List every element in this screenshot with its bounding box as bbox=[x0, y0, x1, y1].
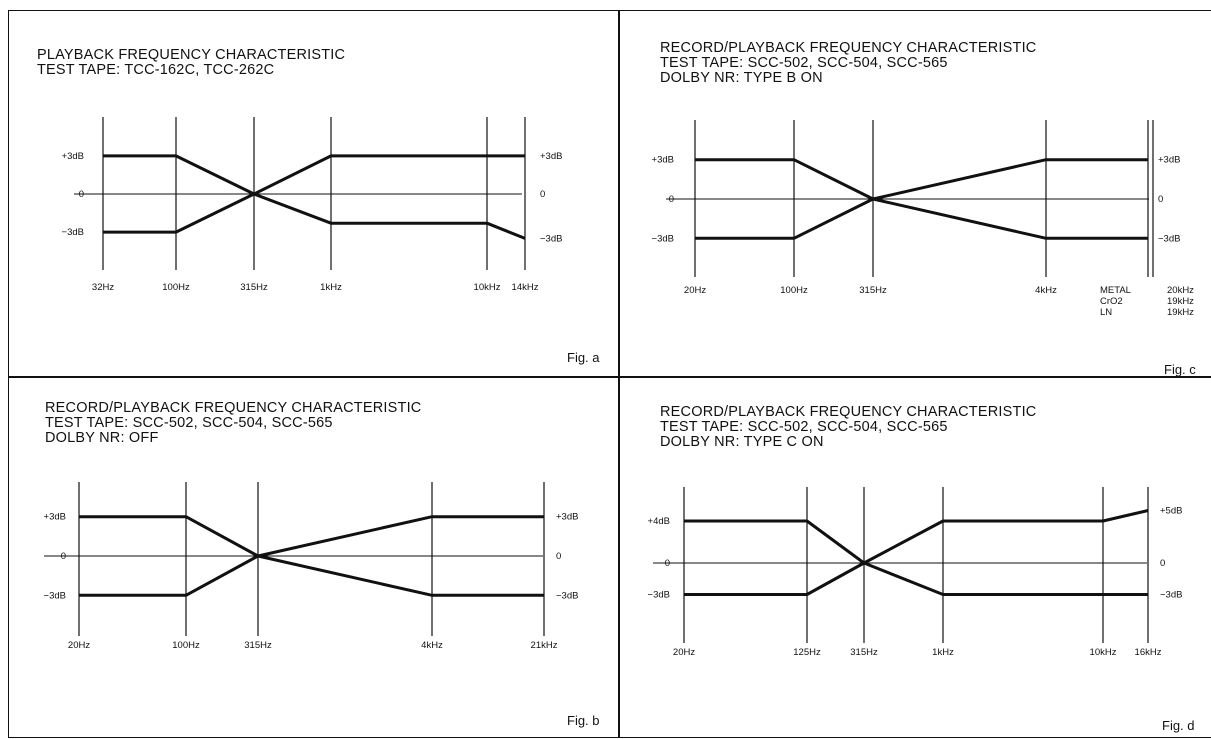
lower-tolerance-curve bbox=[695, 197, 1148, 240]
left-db-label: +3dB bbox=[44, 512, 66, 523]
right-db-label: 0 bbox=[556, 551, 561, 562]
right-db-label: −3dB bbox=[556, 590, 578, 601]
frequency-tick-label: 315Hz bbox=[859, 285, 887, 296]
frequency-tick-label: 315Hz bbox=[244, 640, 272, 651]
right-db-label: −3dB bbox=[1158, 233, 1180, 244]
frequency-tick-label: 14kHz bbox=[512, 282, 539, 293]
title-line: RECORD/PLAYBACK FREQUENCY CHARACTERISTIC bbox=[45, 400, 422, 416]
frequency-tick-label: 21kHz bbox=[531, 640, 558, 651]
right-db-label: +3dB bbox=[540, 151, 562, 162]
right-db-label: −3dB bbox=[540, 233, 562, 244]
title-line: DOLBY NR: TYPE C ON bbox=[660, 434, 824, 450]
frequency-tick-label: 4kHz bbox=[1035, 285, 1057, 296]
title-line: PLAYBACK FREQUENCY CHARACTERISTIC bbox=[37, 47, 346, 63]
frequency-tick-label: 100Hz bbox=[162, 282, 190, 293]
lower-tolerance-curve bbox=[684, 561, 1148, 596]
right-db-label: 0 bbox=[1158, 194, 1163, 205]
figure-label: Fig. a bbox=[567, 350, 600, 365]
left-db-label: +3dB bbox=[652, 155, 674, 166]
right-db-label: +3dB bbox=[1158, 155, 1180, 166]
left-db-label: +4dB bbox=[648, 516, 670, 527]
right-db-label: 0 bbox=[540, 189, 545, 200]
figure-label: Fig. d bbox=[1162, 718, 1195, 733]
frequency-tick-label: 10kHz bbox=[1090, 647, 1117, 658]
left-db-label: 0 bbox=[61, 551, 66, 562]
frequency-tick-label: 1kHz bbox=[932, 647, 954, 658]
title-line: DOLBY NR: TYPE B ON bbox=[660, 70, 823, 86]
lower-tolerance-curve bbox=[103, 192, 526, 240]
vertical-divider bbox=[618, 10, 620, 738]
left-db-label: −3dB bbox=[652, 233, 674, 244]
frequency-tick-label: 4kHz bbox=[421, 640, 443, 651]
figure-frame bbox=[8, 10, 1211, 738]
right-db-label: +5dB bbox=[1160, 506, 1182, 517]
tape-frequency-label: 20kHz bbox=[1167, 285, 1194, 296]
title-line: DOLBY NR: OFF bbox=[45, 430, 159, 446]
right-db-label: −3dB bbox=[1160, 590, 1182, 601]
frequency-tick-label: 315Hz bbox=[240, 282, 268, 293]
left-db-label: −3dB bbox=[44, 590, 66, 601]
frequency-tick-label: 100Hz bbox=[780, 285, 808, 296]
left-db-label: 0 bbox=[79, 189, 84, 200]
frequency-tick-label: 100Hz bbox=[172, 640, 200, 651]
left-db-label: 0 bbox=[669, 194, 674, 205]
title-line: RECORD/PLAYBACK FREQUENCY CHARACTERISTIC bbox=[660, 404, 1037, 420]
left-db-label: +3dB bbox=[62, 151, 84, 162]
figure-label: Fig. c bbox=[1164, 362, 1196, 377]
lower-tolerance-curve bbox=[79, 554, 544, 597]
frequency-tick-label: 20Hz bbox=[68, 640, 90, 651]
frequency-tick-label: 1kHz bbox=[320, 282, 342, 293]
left-db-label: −3dB bbox=[648, 590, 670, 601]
upper-tolerance-curve bbox=[103, 154, 525, 196]
tape-type-label: METAL bbox=[1100, 285, 1131, 296]
figure-label: Fig. b bbox=[567, 713, 600, 728]
title-line: TEST TAPE: SCC-502, SCC-504, SCC-565 bbox=[660, 55, 948, 71]
right-db-label: 0 bbox=[1160, 558, 1165, 569]
frequency-tick-label: 20Hz bbox=[673, 647, 695, 658]
tape-type-label: CrO2 bbox=[1100, 296, 1123, 307]
frequency-tick-label: 125Hz bbox=[793, 647, 821, 658]
frequency-tick-label: 10kHz bbox=[474, 282, 501, 293]
panel-title: RECORD/PLAYBACK FREQUENCY CHARACTERISTIC… bbox=[660, 405, 1036, 450]
panel-title: RECORD/PLAYBACK FREQUENCY CHARACTERISTIC… bbox=[45, 401, 421, 446]
title-line: TEST TAPE: SCC-502, SCC-504, SCC-565 bbox=[45, 415, 333, 431]
tape-frequency-label: 19kHz bbox=[1167, 296, 1194, 307]
panel-title: RECORD/PLAYBACK FREQUENCY CHARACTERISTIC… bbox=[660, 41, 1036, 86]
horizontal-divider bbox=[8, 376, 1211, 378]
tape-type-label: LN bbox=[1100, 307, 1112, 318]
panel-title: PLAYBACK FREQUENCY CHARACTERISTIC TEST T… bbox=[37, 48, 345, 78]
tape-frequency-label: 19kHz bbox=[1167, 307, 1194, 318]
frequency-tick-label: 315Hz bbox=[850, 647, 878, 658]
title-line: TEST TAPE: TCC-162C, TCC-262C bbox=[37, 62, 275, 78]
frequency-tick-label: 20Hz bbox=[684, 285, 706, 296]
left-db-label: 0 bbox=[665, 558, 670, 569]
left-db-label: −3dB bbox=[62, 227, 84, 238]
right-db-label: +3dB bbox=[556, 512, 578, 523]
title-line: RECORD/PLAYBACK FREQUENCY CHARACTERISTIC bbox=[660, 40, 1037, 56]
frequency-tick-label: 16kHz bbox=[1135, 647, 1162, 658]
frequency-tick-label: 32Hz bbox=[92, 282, 114, 293]
upper-tolerance-curve bbox=[684, 509, 1149, 565]
title-line: TEST TAPE: SCC-502, SCC-504, SCC-565 bbox=[660, 419, 948, 435]
